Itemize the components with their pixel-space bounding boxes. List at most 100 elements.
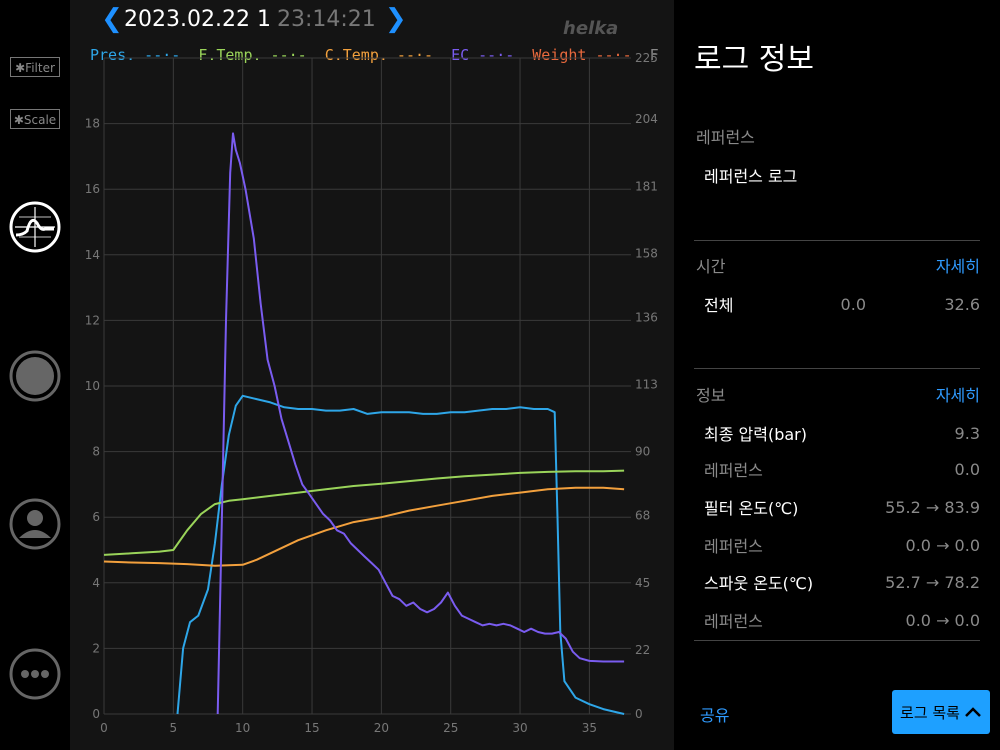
time-section-label: 시간 bbox=[696, 257, 726, 276]
x-tick-label: 30 bbox=[512, 721, 527, 735]
legend-marker: --·- bbox=[387, 46, 434, 64]
series-line-ctemp bbox=[103, 486, 625, 567]
chart-icon[interactable] bbox=[9, 201, 61, 253]
record-icon[interactable] bbox=[9, 350, 61, 402]
legend-label: F bbox=[649, 46, 659, 64]
y-tick-label: 0 bbox=[92, 707, 100, 721]
y-tick-label: 4 bbox=[92, 576, 100, 590]
filter-toggle[interactable]: ✱Filter bbox=[10, 57, 60, 77]
info-row-value: 0.0 → 0.0 bbox=[905, 610, 980, 630]
y-tick-label: 12 bbox=[85, 313, 100, 327]
x-tick-label: 25 bbox=[443, 721, 458, 735]
info-row-label: 최종 압력(bar) bbox=[704, 425, 807, 444]
info-row-label: 스파웃 온도(℃) bbox=[704, 574, 814, 593]
reference-log-row[interactable]: 레퍼런스 로그 bbox=[704, 162, 980, 188]
info-row: 레퍼런스 0.0 → 0.0 bbox=[704, 607, 980, 633]
time-row-label: 전체 bbox=[704, 296, 734, 315]
profile-icon[interactable] bbox=[9, 498, 61, 550]
info-row-value: 9.3 bbox=[954, 423, 980, 443]
time-detail-link[interactable]: 자세히 bbox=[935, 257, 980, 276]
log-list-button[interactable]: 로그 목록 bbox=[892, 690, 990, 734]
info-row-value: 0.0 → 0.0 bbox=[905, 535, 980, 555]
legend-label: Weight bbox=[532, 46, 587, 64]
legend-marker: --·- bbox=[261, 46, 307, 64]
info-row-label: 레퍼런스 bbox=[704, 612, 763, 631]
y-tick-label: 16 bbox=[85, 182, 100, 196]
time-row: 전체 0.0 32.6 bbox=[704, 291, 980, 317]
legend-item[interactable]: Pres. --·- bbox=[90, 46, 180, 64]
legend-item[interactable]: EC --·- bbox=[451, 46, 514, 64]
legend-item[interactable]: F.Temp. --·- bbox=[198, 46, 306, 64]
log-list-label: 로그 목록 bbox=[900, 703, 960, 722]
info-row-value: 0.0 bbox=[954, 459, 980, 479]
info-detail-link[interactable]: 자세히 bbox=[935, 386, 980, 405]
time-start: 0.0 bbox=[840, 294, 866, 314]
chevron-left-icon[interactable]: ❮ bbox=[101, 4, 123, 34]
scale-label: Scale bbox=[23, 113, 57, 127]
legend-marker: --·- bbox=[135, 46, 181, 64]
info-row: 레퍼런스 0.0 → 0.0 bbox=[704, 532, 980, 558]
x-tick-label: 5 bbox=[170, 721, 178, 735]
legend-item[interactable]: C.Temp. --·- bbox=[325, 46, 433, 64]
y-tick-label: 14 bbox=[85, 248, 100, 262]
y-right-tick-label: 181 bbox=[635, 179, 658, 193]
info-row-value: 52.7 → 78.2 bbox=[885, 572, 980, 592]
filter-label: Filter bbox=[25, 61, 55, 75]
log-date: 2023.02.22 1 bbox=[124, 6, 271, 32]
legend-marker: --·- bbox=[469, 46, 515, 64]
log-info-panel: 로그 정보 레퍼런스 레퍼런스 로그 시간 자세히 전체 0.0 32.6 정보… bbox=[674, 0, 1000, 750]
date-navigator: ❮ 2023.02.22 1 23:14:21 ❯ bbox=[100, 4, 408, 34]
y-right-tick-label: 90 bbox=[635, 445, 650, 459]
y-right-tick-label: 225 bbox=[635, 51, 658, 65]
bluetooth-icon: ✱ bbox=[13, 113, 24, 127]
x-tick-label: 35 bbox=[582, 721, 597, 735]
y-right-tick-label: 68 bbox=[635, 509, 650, 523]
chevron-up-icon bbox=[965, 707, 981, 717]
info-row-label: 레퍼런스 bbox=[704, 461, 763, 480]
time-end: 32.6 bbox=[944, 294, 980, 314]
chart-legend: Pres. --·- F.Temp. --·- C.Temp. --·- EC --·… bbox=[90, 46, 677, 64]
info-section-label: 정보 bbox=[696, 386, 726, 405]
y-right-tick-label: 204 bbox=[635, 112, 658, 126]
reference-section-label: 레퍼런스 bbox=[696, 128, 755, 147]
legend-item[interactable]: Weight --·- bbox=[532, 46, 631, 64]
info-row: 필터 온도(℃) 55.2 → 83.9 bbox=[704, 494, 980, 520]
divider bbox=[694, 640, 980, 641]
scale-toggle[interactable]: ✱Scale bbox=[10, 109, 60, 129]
brand-logo: helka bbox=[563, 18, 619, 39]
legend-label: F.Temp. bbox=[198, 46, 262, 64]
x-tick-label: 20 bbox=[374, 721, 389, 735]
line-chart[interactable]: 0246810121416180224568901131361581812042… bbox=[0, 0, 674, 750]
x-tick-label: 15 bbox=[304, 721, 319, 735]
legend-label: C.Temp. bbox=[324, 46, 388, 64]
info-row-label: 레퍼런스 bbox=[704, 537, 763, 556]
y-tick-label: 18 bbox=[85, 117, 100, 131]
legend-label: Pres. bbox=[90, 46, 136, 64]
legend-marker: --·- bbox=[586, 46, 632, 64]
chart-area bbox=[70, 0, 674, 750]
info-row-value: 55.2 → 83.9 bbox=[885, 497, 980, 517]
log-time: 23:14:21 bbox=[276, 6, 376, 32]
series-line-ec bbox=[216, 132, 625, 715]
bluetooth-icon: ✱ bbox=[15, 61, 26, 75]
x-tick-label: 10 bbox=[235, 721, 250, 735]
y-right-tick-label: 0 bbox=[635, 707, 643, 721]
divider bbox=[694, 368, 980, 369]
legend-label: EC bbox=[451, 46, 470, 64]
info-row: 최종 압력(bar) 9.3 bbox=[704, 420, 980, 446]
chevron-right-icon[interactable]: ❯ bbox=[384, 4, 407, 34]
info-row-label: 필터 온도(℃) bbox=[704, 499, 799, 518]
x-tick-label: 0 bbox=[100, 721, 108, 735]
share-button[interactable]: 공유 bbox=[700, 706, 730, 725]
series-line-pres bbox=[176, 394, 625, 715]
more-icon[interactable] bbox=[9, 648, 61, 700]
panel-title: 로그 정보 bbox=[694, 42, 814, 77]
y-tick-label: 8 bbox=[92, 445, 100, 459]
y-right-tick-label: 136 bbox=[635, 310, 658, 324]
legend-item[interactable]: F bbox=[650, 46, 659, 64]
divider bbox=[694, 240, 980, 241]
info-row: 스파웃 온도(℃) 52.7 → 78.2 bbox=[704, 569, 980, 595]
info-row: 레퍼런스 0.0 bbox=[704, 456, 980, 482]
sidebar: ✱Filter ✱Scale bbox=[0, 0, 70, 750]
y-right-tick-label: 45 bbox=[635, 576, 650, 590]
